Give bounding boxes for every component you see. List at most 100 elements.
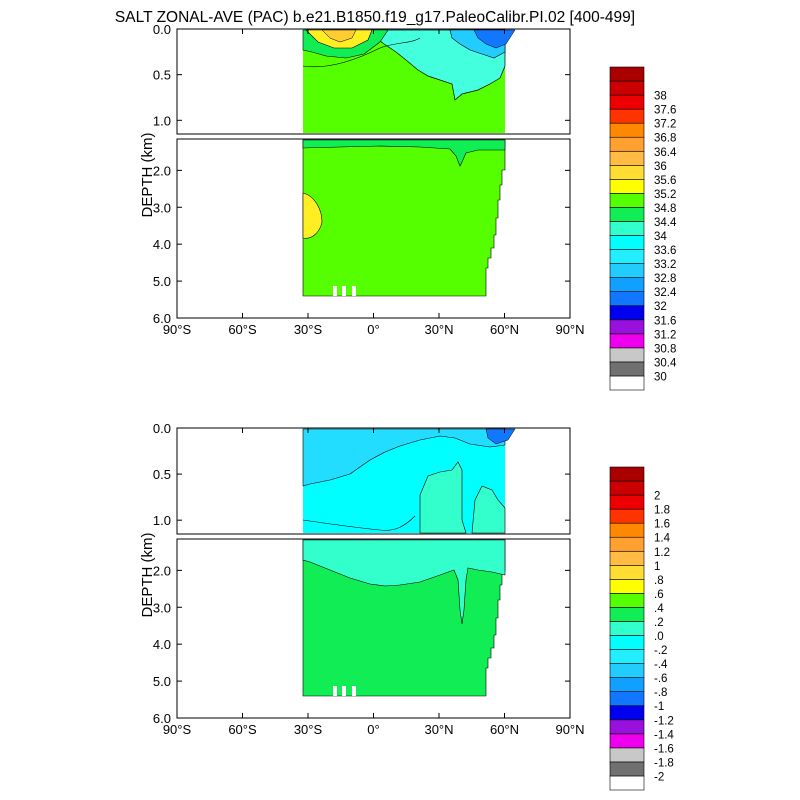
field-freshest-corner — [485, 428, 516, 445]
seafloor-gap — [352, 286, 356, 296]
colorbar-swatch — [609, 277, 645, 292]
x-tick-label: 90°N — [555, 322, 584, 337]
colorbar-swatch — [609, 691, 645, 707]
colorbar-swatch — [609, 719, 645, 735]
colorbar-label: 32 — [654, 301, 667, 313]
x-tick-label: 90°N — [555, 722, 584, 737]
y-tick-label: 2.0 — [153, 563, 171, 578]
colorbar-swatch — [609, 635, 645, 650]
colorbar-swatch — [609, 291, 645, 307]
seafloor-gap — [333, 686, 337, 696]
colorbar-swatch — [609, 80, 645, 96]
colorbar-label: 37.2 — [654, 119, 676, 131]
colorbar-label: 34.8 — [654, 203, 676, 215]
colorbar-label: -.4 — [654, 659, 668, 671]
field-deep-contour — [302, 515, 416, 531]
x-tick-label: 60°N — [490, 322, 519, 337]
colorbar-label: 36 — [654, 161, 667, 173]
colorbar-label: 34.4 — [654, 217, 677, 229]
colorbar-label: -1.2 — [654, 715, 674, 727]
y-tick-label: 0.5 — [153, 467, 171, 482]
colorbar-swatch — [609, 305, 645, 321]
field-band-upper — [419, 461, 467, 534]
colorbar-swatch — [609, 221, 645, 236]
colorbar-label: 33.6 — [654, 245, 676, 257]
colorbar-swatch — [609, 249, 645, 264]
colorbar-swatch — [609, 347, 645, 363]
colorbar-label: 1.2 — [654, 547, 670, 559]
colorbar-swatch — [609, 775, 645, 791]
colorbar-swatch — [609, 361, 645, 377]
y-ticks: 0.0 0.5 1.0 2.0 3.0 4.0 5.0 6.0 — [153, 421, 570, 726]
field-deep-salty — [302, 192, 323, 239]
y-axis-label: DEPTH (km) — [139, 533, 156, 618]
colorbar-swatch — [609, 747, 645, 763]
colorbar-swatch — [609, 565, 645, 580]
seafloor-gap — [342, 286, 346, 296]
x-tick-label: 60°N — [490, 722, 519, 737]
colorbar-label: -.6 — [654, 673, 667, 685]
colorbar-label: .8 — [654, 575, 664, 587]
field-upper-panel — [302, 428, 516, 534]
field-main-lower — [302, 139, 506, 297]
y-tick-label: 6.0 — [153, 711, 171, 726]
x-tick-label: 60°S — [228, 322, 257, 337]
y-ticks: 0.0 0.5 1.0 2.0 3.0 4.0 5.0 6.0 — [153, 22, 570, 326]
colorbar-label: 2 — [654, 491, 660, 503]
y-tick-label: 3.0 — [153, 600, 171, 615]
field-fresh-band — [302, 139, 506, 167]
colorbar-swatch — [609, 94, 645, 110]
colorbar-label: 30 — [654, 371, 667, 383]
colorbar-swatch — [609, 319, 645, 335]
field-saltiest-core — [321, 29, 357, 43]
field-lower-panel — [302, 139, 506, 297]
colorbar-swatch — [609, 508, 645, 524]
colorbar-swatch — [609, 66, 645, 82]
colorbar-label: -1.4 — [654, 729, 674, 741]
colorbar-swatch — [609, 494, 645, 510]
y-tick-label: 4.0 — [153, 237, 171, 252]
colorbar-label: .6 — [654, 589, 664, 601]
colorbar-label: -2 — [654, 771, 664, 783]
colorbar-swatch — [609, 375, 645, 391]
salinity-chart: 90°S 60°S 30°S 0° 30°N 60°N 90°N 0.0 0.5 1.0 2.0 3… — [139, 22, 677, 391]
colorbar-swatch — [609, 235, 645, 250]
model-minus-obs-chart: 90°S 60°S 30°S 0° 30°N 60°N 90°N 0.00.51.02.03… — [139, 421, 674, 791]
colorbar-swatch — [609, 193, 645, 208]
x-tick-label: 30°S — [294, 722, 323, 737]
colorbar: -2 -1.8 -1.6 -1.4 -1.2 -1 -.8 -.6 -.4 -.2 .0 .2 .4 .6… — [609, 466, 674, 791]
x-tick-label: 0° — [367, 322, 379, 337]
colorbar-label: 31.2 — [654, 329, 676, 341]
colorbar-label: 32.4 — [654, 287, 677, 299]
colorbar-swatch — [609, 480, 645, 496]
colorbar-swatch — [609, 122, 645, 138]
colorbar-swatch — [609, 263, 645, 278]
x-tick-label: 30°N — [424, 322, 453, 337]
colorbar-swatch — [609, 607, 645, 622]
y-tick-label: 4.0 — [153, 637, 171, 652]
field-contour-line — [302, 37, 421, 68]
colorbar-swatch — [609, 466, 645, 482]
colorbar-label: 36.4 — [654, 147, 677, 159]
x-ticks: 90°S 60°S 30°S 0° 30°N 60°N 90°N — [163, 29, 585, 337]
colorbar-label: 38 — [654, 91, 667, 103]
colorbar-swatch — [609, 179, 645, 194]
colorbar-label: -1 — [654, 701, 664, 713]
colorbar-label: .4 — [654, 603, 664, 615]
colorbar-swatch — [609, 550, 645, 566]
colorbar-swatch — [609, 649, 645, 664]
colorbar-swatch — [609, 761, 645, 777]
colorbar-label: 34 — [654, 231, 667, 243]
colorbar-label: -1.6 — [654, 743, 674, 755]
field-band-lower — [302, 539, 506, 625]
colorbar-swatch — [609, 150, 645, 166]
y-tick-label: 3.0 — [153, 200, 171, 215]
colorbar-label: 1.6 — [654, 519, 670, 531]
colorbar-swatch — [609, 136, 645, 152]
y-tick-label: 0.0 — [153, 22, 171, 37]
colorbar-label: 31.6 — [654, 315, 676, 327]
x-tick-label: 90°S — [163, 322, 192, 337]
colorbar-swatch — [609, 522, 645, 538]
y-tick-label: 2.0 — [153, 163, 171, 178]
